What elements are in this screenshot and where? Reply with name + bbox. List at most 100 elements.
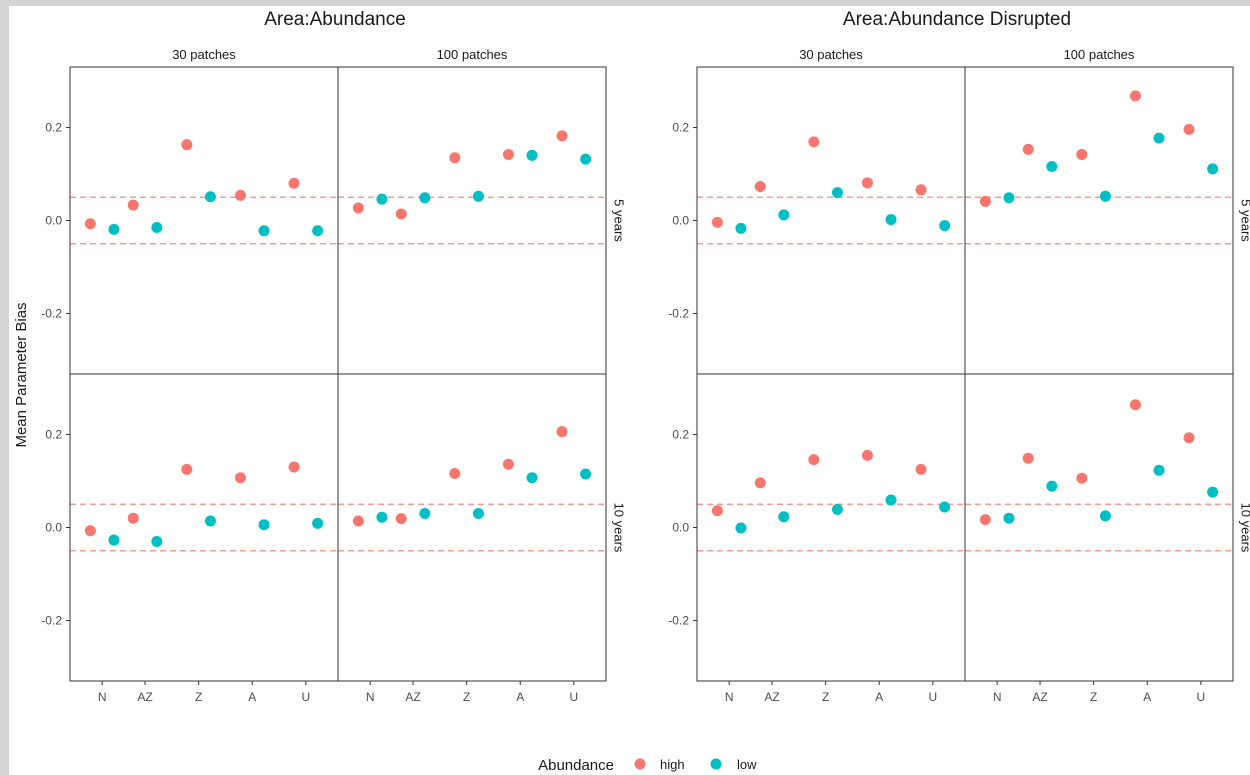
data-point-low [376,511,388,523]
data-point-low [580,468,592,480]
data-point-low [419,508,431,520]
data-point-low [1153,132,1165,144]
data-point-low [258,519,270,531]
data-point-low [1207,163,1219,175]
facet-panel [964,373,1234,682]
x-tick-label: Z [822,690,829,704]
data-point-low [885,214,897,226]
data-point-low [376,193,388,205]
x-tick-label: AZ [764,690,779,704]
data-point-low [1153,464,1165,476]
x-tick-label: U [302,690,311,704]
legend-marker-high [634,758,646,770]
data-point-high [395,208,407,220]
data-point-high [1183,123,1195,135]
data-point-low [1046,480,1058,492]
facet-col-label: 100 patches [1064,47,1135,62]
facet-panel [964,66,1234,375]
data-point-high [449,468,461,480]
data-point-high [181,139,193,151]
facet-col-label: 30 patches [799,47,863,62]
x-tick-label: A [875,690,883,704]
legend-label-low: low [737,757,757,772]
y-tick-label: 0.0 [672,214,689,228]
chart-title: Area:Abundance [264,9,406,30]
data-point-low [204,515,216,527]
chart-title: Area:Abundance Disrupted [843,9,1071,30]
y-tick-label: -0.2 [668,307,689,321]
data-point-high [808,454,820,466]
data-point-high [1129,399,1141,411]
data-point-low [108,534,120,546]
data-point-low [312,225,324,237]
facet-row-label: 10 years [612,503,627,553]
x-tick-label: A [516,690,524,704]
data-point-high [352,515,364,527]
legend: Abundance high low [538,757,757,774]
data-point-high [754,477,766,489]
y-tick-label: 0.0 [45,521,62,535]
y-axis-title: Mean Parameter Bias [13,302,30,447]
data-point-high [502,458,514,470]
data-point-high [502,148,514,160]
data-point-high [556,130,568,142]
y-tick-label: 0.2 [45,120,62,134]
data-point-low [151,535,163,547]
data-point-low [1207,486,1219,498]
facet-col-label: 100 patches [437,47,508,62]
data-point-high [234,189,246,201]
x-tick-label: A [248,690,256,704]
facet-row-label: 5 years [612,199,627,242]
data-point-high [1183,432,1195,444]
data-point-low [526,149,538,161]
data-point-high [352,202,364,214]
data-point-high [754,181,766,193]
data-point-high [181,463,193,475]
data-point-low [735,222,747,234]
data-point-low [472,508,484,520]
data-point-high [1022,143,1034,155]
x-tick-label: AZ [137,690,152,704]
facet-panel [696,373,966,682]
data-point-high [1129,90,1141,102]
data-point-low [419,192,431,204]
facet-panel [337,66,607,375]
data-point-high [915,463,927,475]
legend-label-high: high [660,757,685,772]
chart-1: Area:Abundance 30 patches 100 patches 5 yea… [41,9,626,704]
data-point-high [234,472,246,484]
data-point-low [108,223,120,235]
x-tick-label: AZ [405,690,420,704]
x-tick-label: Z [1090,690,1097,704]
y-tick-label: -0.2 [41,307,62,321]
data-point-high [861,449,873,461]
data-point-high [711,505,723,517]
data-point-high [127,199,139,211]
data-point-high [288,461,300,473]
data-point-high [556,426,568,438]
data-point-low [778,511,790,523]
x-tick-label: U [929,690,938,704]
x-tick-label: U [570,690,579,704]
facet-row-label: 10 years [1239,503,1250,553]
x-tick-label: N [725,690,734,704]
data-point-low [258,225,270,237]
data-point-low [939,501,951,513]
facet-panel [337,373,607,682]
data-point-low [735,522,747,534]
x-tick-label: N [993,690,1002,704]
data-point-low [472,190,484,202]
data-point-low [204,191,216,203]
data-point-high [1076,148,1088,160]
x-tick-label: N [98,690,107,704]
data-point-high [915,184,927,196]
data-point-high [808,136,820,148]
charts: Area:Abundance 30 patches 100 patches 5 yea… [41,9,1250,704]
data-point-high [395,513,407,525]
y-tick-label: -0.2 [41,614,62,628]
legend-title: Abundance [538,757,614,774]
data-point-high [861,177,873,189]
y-tick-label: 0.0 [672,521,689,535]
data-point-low [1046,161,1058,173]
